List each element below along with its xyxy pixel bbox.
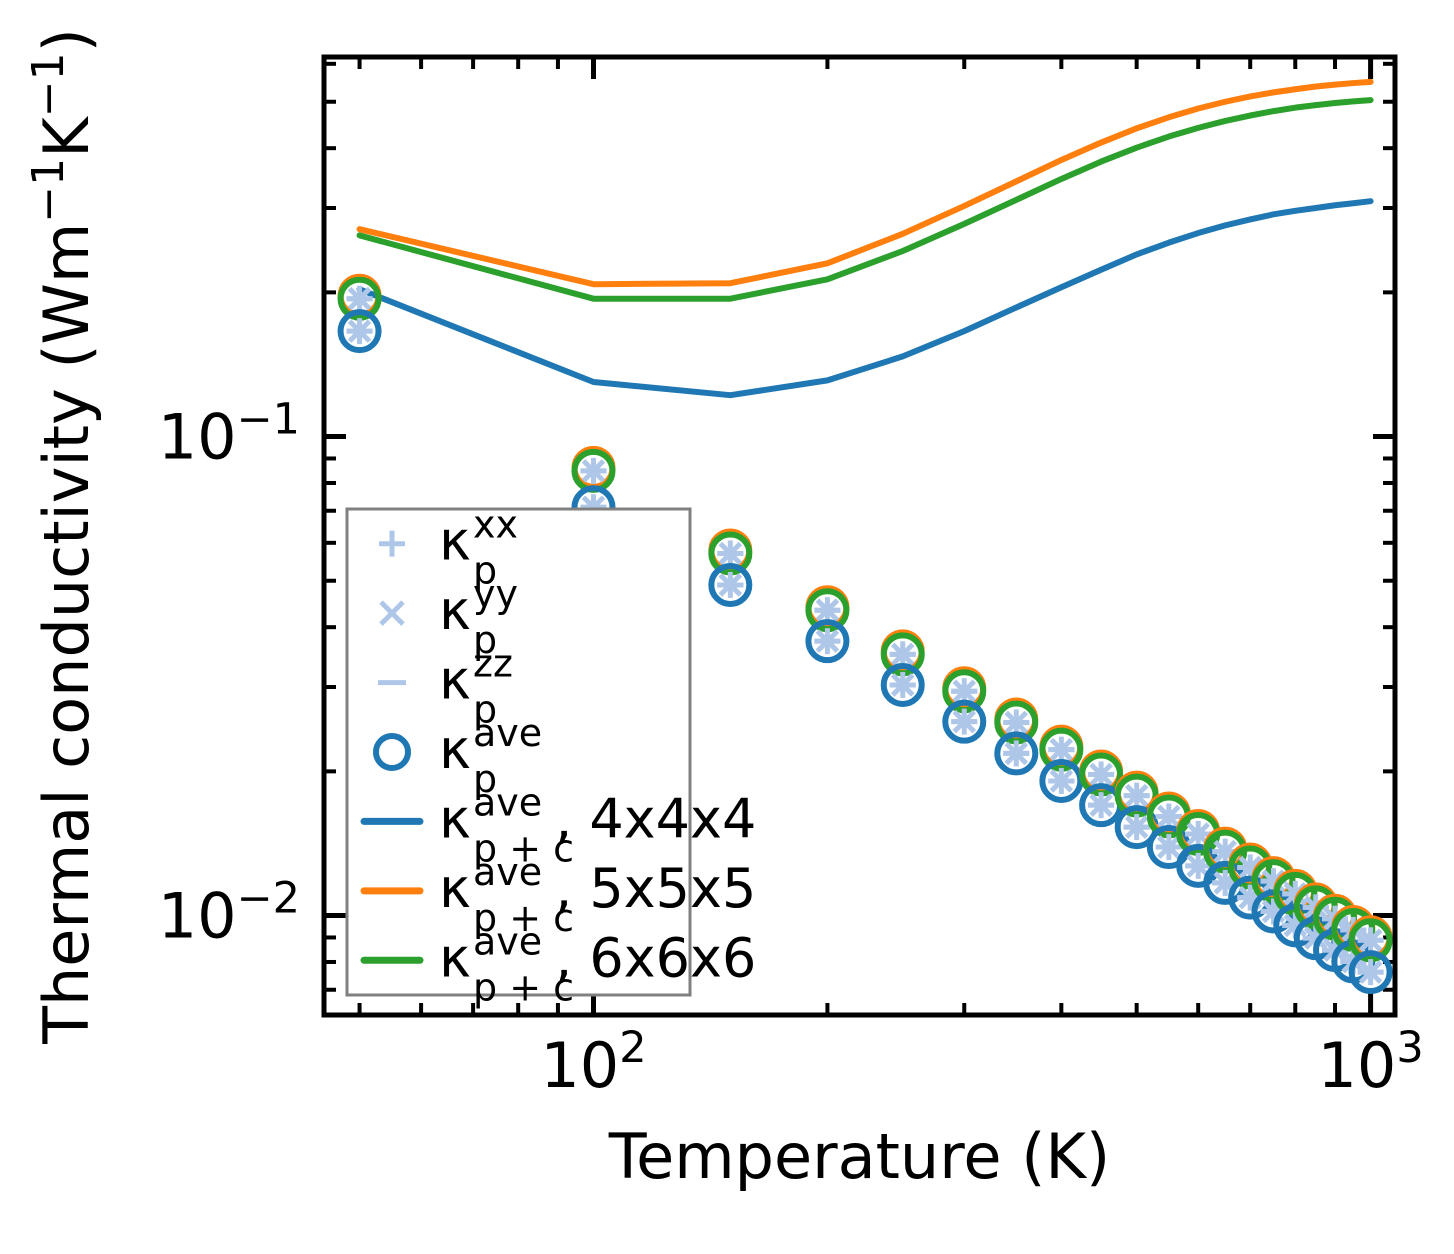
legend-superscript: ave xyxy=(473,850,542,894)
y-axis-label: Thermal conductivity (Wm−1K−1) xyxy=(23,28,104,1045)
axes-spines xyxy=(321,54,1398,1018)
x-tick-label-1000: 103 xyxy=(1317,1023,1423,1102)
y-tick-label-1e-2: 10−2 xyxy=(158,874,300,953)
marker-circle-blue xyxy=(805,619,850,664)
legend-circle-icon xyxy=(373,733,411,771)
plot-frame xyxy=(321,54,1398,1018)
legend-superscript: ave xyxy=(473,711,542,755)
y-tick-label-1e-1: 10−1 xyxy=(158,395,300,474)
legend-superscript: xx xyxy=(473,503,518,547)
legend-x-icon xyxy=(379,600,405,626)
legend-subscript: p + c xyxy=(473,896,574,940)
legend-item-2[interactable]: κ zzp xyxy=(378,642,513,732)
legend-item-0[interactable]: κ xxp xyxy=(379,503,518,593)
legend-superscript: yy xyxy=(473,572,518,616)
legend-kappa-symbol: κ xyxy=(439,649,471,712)
legend-superscript: ave xyxy=(473,919,542,963)
legend-kappa-symbol: κ xyxy=(439,787,471,850)
legend-kappa-symbol: κ xyxy=(439,579,471,642)
legend-suffix: , 4x4x4 xyxy=(555,787,756,850)
tick-labels: 102 103 10−1 10−2 xyxy=(158,395,1424,1102)
marker-circle-blue xyxy=(880,662,925,707)
legend-suffix: , 6x6x6 xyxy=(555,926,756,989)
x-axis-label: Temperature (K) xyxy=(608,1120,1110,1193)
legend-kappa-symbol: κ xyxy=(439,857,471,920)
marker-series-layer xyxy=(337,273,1393,995)
legend-background xyxy=(345,507,692,997)
legend-kappa-symbol: κ xyxy=(439,510,471,573)
marker-circle-blue xyxy=(942,699,987,744)
axis-labels: Temperature (K) Thermal conductivity (Wm−… xyxy=(23,28,1111,1193)
legend-subscript: p xyxy=(473,618,497,662)
legend-subscript: p + c xyxy=(473,965,574,1009)
legend-item-1[interactable]: κ yyp xyxy=(379,572,518,662)
marker-circle-blue xyxy=(994,731,1039,776)
line-kappa_pc_ave_555 xyxy=(356,78,1374,288)
legend-superscript: ave xyxy=(473,780,542,824)
marker-circle-green xyxy=(337,276,382,321)
line-series-layer xyxy=(356,78,1374,399)
legend-subscript: p xyxy=(473,688,497,732)
legend-subscript: p xyxy=(473,757,497,801)
legend-kappa-symbol: κ xyxy=(439,926,471,989)
marker-circle-blue xyxy=(1348,950,1393,995)
legend-superscript: zz xyxy=(473,642,513,686)
legend-subscript: p xyxy=(473,549,497,593)
legend-kappa-symbol: κ xyxy=(439,718,471,781)
x-axis-ticks xyxy=(357,57,1374,1015)
line-kappa_pc_ave_444 xyxy=(356,198,1374,399)
line-kappa_pc_ave_666 xyxy=(356,97,1374,302)
legend-suffix: , 5x5x5 xyxy=(555,857,756,920)
legend-subscript: p + c xyxy=(473,826,574,870)
marker-circle-blue xyxy=(708,562,753,607)
x-tick-label-100: 102 xyxy=(540,1023,646,1102)
marker-circle-blue xyxy=(337,309,382,354)
